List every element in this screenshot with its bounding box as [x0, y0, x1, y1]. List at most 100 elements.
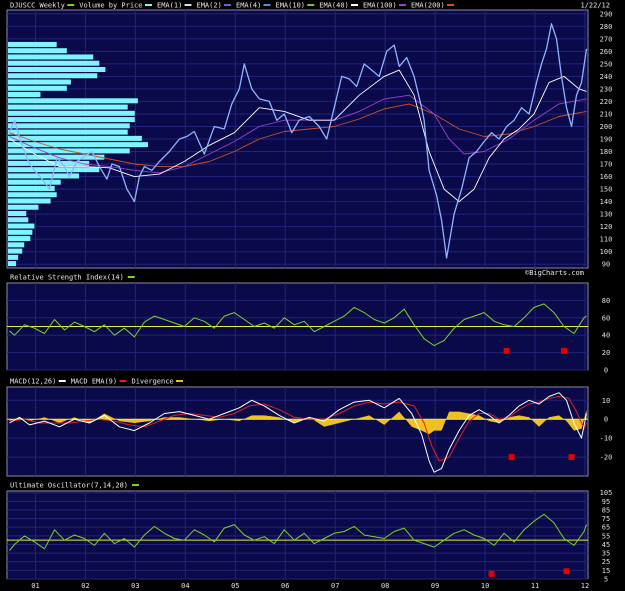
uo-line: [9, 513, 587, 551]
volume-by-price-bar: [8, 261, 17, 267]
x-tick-label: 04: [181, 582, 189, 590]
macd-signal-line: [9, 396, 587, 462]
volume-by-price-bar: [8, 104, 128, 110]
uo-tick-label: 85: [602, 506, 610, 514]
price-legend-label: Volume by Price: [79, 2, 142, 10]
volume-by-price-bar: [8, 123, 130, 129]
rsi-tick-label: 0: [604, 367, 608, 375]
volume-by-price-bar: [8, 110, 135, 116]
uo-tick-label: 55: [602, 532, 610, 540]
x-tick-label: 07: [331, 582, 339, 590]
rsi-legend-label: Relative Strength Index(14): [10, 274, 124, 282]
panels: [6, 9, 589, 580]
x-tick-label: 02: [81, 582, 89, 590]
macd-panel: [6, 386, 589, 477]
rsi-signal-marker: [561, 347, 568, 354]
rsi-line: [9, 303, 587, 347]
price-legend-label: EMA(200): [411, 2, 445, 10]
x-tick-label: 10: [481, 582, 489, 590]
series-line-ema-40-: [9, 69, 587, 203]
rsi-signal-marker: [503, 347, 510, 354]
rsi-tick-label: 20: [602, 349, 610, 357]
price-tick-label: 140: [600, 198, 613, 206]
volume-by-price-bar: [8, 204, 39, 210]
volume-by-price-bar: [8, 211, 27, 217]
volume-by-price-bar: [8, 54, 94, 60]
macd-legend-label: Divergence: [132, 378, 174, 386]
price-tick-label: 170: [600, 161, 613, 169]
price-tick-label: 160: [600, 173, 613, 181]
header-date: 1/22/12: [580, 2, 610, 10]
volume-by-price-bar: [8, 154, 105, 160]
macd-legend-label: MACD(12,26): [10, 378, 56, 386]
watermark: ©BigCharts.com: [525, 269, 584, 277]
price-tick-label: 190: [600, 136, 613, 144]
price-tick-label: 270: [600, 35, 613, 43]
x-tick-label: 09: [431, 582, 439, 590]
price-tick-label: 250: [600, 60, 613, 68]
macd-tick-label: -10: [600, 435, 613, 443]
volume-by-price-bar: [8, 135, 142, 141]
price-tick-label: 280: [600, 23, 613, 31]
volume-by-price-bar: [8, 242, 25, 248]
price-tick-label: 230: [600, 85, 613, 93]
volume-by-price-bar: [8, 185, 55, 191]
price-tick-label: 210: [600, 110, 613, 118]
volume-by-price-bar: [8, 192, 57, 198]
volume-by-price-bar: [8, 198, 51, 204]
volume-by-price-bar: [8, 79, 71, 85]
uo-signal-marker: [563, 568, 570, 575]
volume-by-price-bar: [8, 117, 135, 123]
macd-divergence-area: [9, 409, 587, 435]
macd-legend-label: MACD EMA(9): [71, 378, 117, 386]
uo-tick-label: 15: [602, 567, 610, 575]
chart-marks: [7, 23, 588, 577]
price-tick-label: 220: [600, 98, 613, 106]
uo-tick-label: 105: [600, 489, 613, 497]
volume-by-price-bar: [8, 254, 19, 260]
x-tick-label: 08: [381, 582, 389, 590]
price-tick-label: 260: [600, 48, 613, 56]
volume-by-price-bar: [8, 73, 98, 79]
price-tick-label: 240: [600, 73, 613, 81]
price-legend-label: EMA(10): [276, 2, 306, 10]
uo-legend-label: Ultimate Oscillator(7,14,28): [10, 482, 128, 490]
volume-by-price-bar: [8, 129, 128, 135]
price-tick-label: 200: [600, 123, 613, 131]
volume-by-price-bar: [8, 142, 148, 148]
x-tick-label: 01: [31, 582, 39, 590]
series-line-djuscc-weekly: [8, 23, 588, 259]
uo-tick-label: 5: [604, 576, 608, 584]
price-tick-label: 100: [600, 248, 613, 256]
macd-line: [9, 392, 587, 473]
volume-by-price-bar: [8, 66, 106, 72]
volume-by-price-bar: [8, 160, 90, 166]
price-tick-label: 150: [600, 186, 613, 194]
x-tick-label: 03: [131, 582, 139, 590]
volume-by-price-bar: [8, 217, 29, 223]
rsi-tick-label: 40: [602, 332, 610, 340]
price-tick-label: 290: [600, 10, 613, 18]
rsi-tick-label: 80: [602, 297, 610, 305]
price-legend-label: EMA(100): [363, 2, 397, 10]
volume-by-price-bar: [8, 92, 41, 98]
macd-tick-label: 10: [602, 397, 610, 405]
price-legend-label: EMA(4): [236, 2, 261, 10]
chart-labels: 9010011012013014015016017018019020021022…: [10, 2, 612, 591]
macd-signal-marker: [568, 454, 575, 461]
macd-tick-label: 0: [604, 416, 608, 424]
x-tick-label: 11: [531, 582, 539, 590]
volume-by-price-bar: [8, 85, 67, 91]
uo-tick-label: 25: [602, 558, 610, 566]
uo-signal-marker: [488, 570, 495, 577]
volume-by-price-bar: [8, 248, 23, 254]
price-tick-label: 110: [600, 236, 613, 244]
volume-by-price-bar: [8, 41, 57, 47]
price-legend-label: EMA(1): [157, 2, 182, 10]
rsi-tick-label: 60: [602, 314, 610, 322]
volume-by-price-bar: [8, 236, 31, 242]
uo-tick-label: 65: [602, 524, 610, 532]
price-legend-label: EMA(2): [197, 2, 222, 10]
